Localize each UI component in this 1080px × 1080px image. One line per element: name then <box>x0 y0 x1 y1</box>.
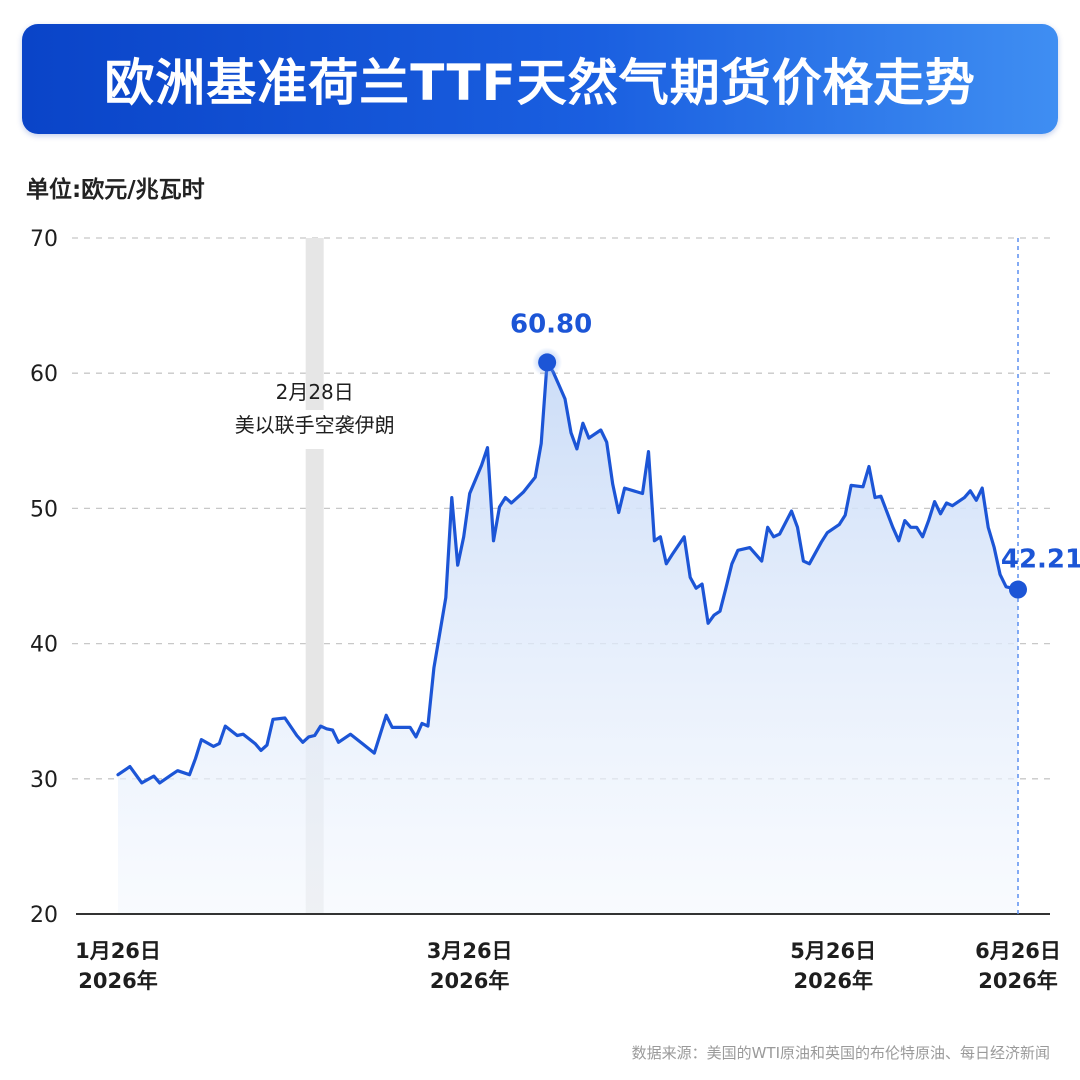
event-date-label: 2月28日 <box>276 380 354 404</box>
series-line <box>116 360 1020 785</box>
x-tick-label-year: 2026年 <box>978 969 1057 993</box>
x-tick-label-date: 3月26日 <box>427 939 513 963</box>
source-note: 数据来源：美国的WTI原油和英国的布伦特原油、每日经济新闻 <box>631 1044 1050 1062</box>
event-band-upper <box>305 238 324 410</box>
x-tick-label-date: 1月26日 <box>75 939 161 963</box>
x-tick-label-year: 2026年 <box>78 969 157 993</box>
y-tick-label: 30 <box>30 768 58 793</box>
x-tick-label-date: 5月26日 <box>790 939 876 963</box>
latest-value-label: 42.21 <box>1001 545 1080 575</box>
y-tick-label: 50 <box>30 497 58 522</box>
unit-label: 单位:欧元/兆瓦时 <box>26 177 205 203</box>
event-description-label: 美以联手空袭伊朗 <box>235 413 395 437</box>
y-tick-label: 20 <box>30 903 58 928</box>
x-tick-label-year: 2026年 <box>430 969 509 993</box>
y-tick-label: 60 <box>30 362 58 387</box>
peak-value-label: 60.80 <box>510 309 592 339</box>
latest-marker <box>1009 580 1027 599</box>
series-area <box>118 362 1018 914</box>
x-tick-label-year: 2026年 <box>794 969 873 993</box>
title-banner: 欧洲基准荷兰TTF天然气期货价格走势 <box>22 24 1058 134</box>
peak-marker <box>538 353 557 372</box>
y-tick-label: 40 <box>30 633 58 658</box>
x-tick-label-date: 6月26日 <box>975 939 1061 963</box>
chart-title: 欧洲基准荷兰TTF天然气期货价格走势 <box>104 54 976 112</box>
y-tick-label: 70 <box>30 227 58 252</box>
